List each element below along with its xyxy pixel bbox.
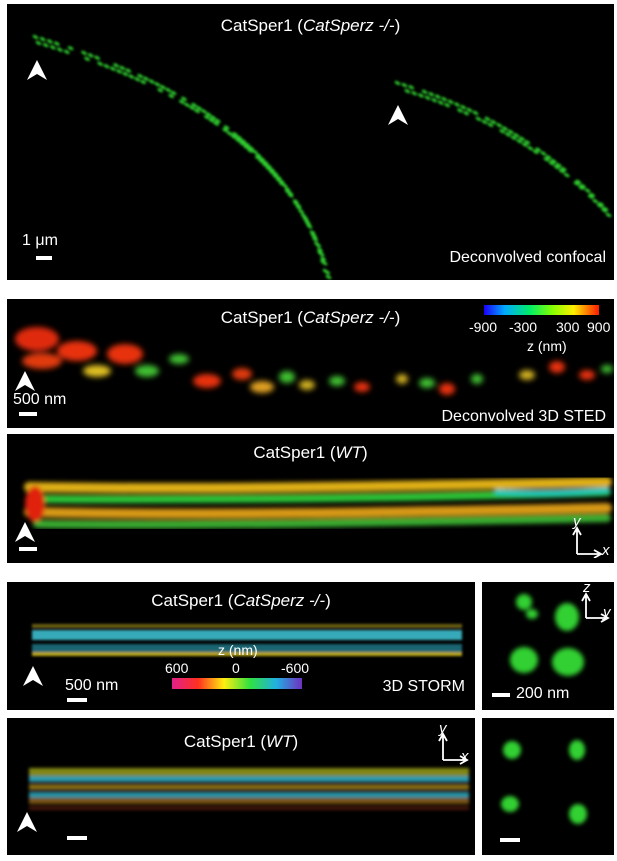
panel-b1-method: Deconvolved 3D STED	[441, 408, 606, 426]
filament-dot	[165, 87, 172, 93]
filament-dot	[434, 94, 441, 100]
colorbar-tick: 600	[165, 660, 188, 676]
arrowhead-icon	[17, 812, 37, 834]
filament-dot	[325, 274, 332, 280]
filament-dot	[46, 38, 53, 44]
panel-c1-image: CatSper1 (CatSperz -/-) z (nm) 600 0 -60…	[7, 582, 475, 710]
filament-dot	[148, 78, 155, 84]
arrowhead-icon	[15, 522, 35, 544]
panel-label-c: C	[13, 582, 32, 613]
panel-c1-scale-bar	[67, 698, 87, 702]
filament-dot	[56, 47, 63, 53]
panel-b1-scale-bar	[19, 412, 37, 416]
panel-a-scale-label: 1 μm	[22, 232, 58, 250]
panel-c1-side-image: z y 200 nm	[482, 582, 614, 710]
filament-dot	[527, 145, 534, 151]
panel-b2-image: CatSper1 (WT) y x	[7, 434, 614, 563]
filament-dot	[404, 88, 411, 94]
filament-dot	[437, 100, 444, 106]
arrowhead-icon	[388, 105, 408, 127]
filament-dot	[453, 101, 460, 107]
filament-dot	[97, 61, 104, 67]
filament-dot	[417, 93, 424, 99]
panel-c2-title: CatSper1 (WT)	[7, 732, 475, 752]
panel-label-a: A	[13, 4, 32, 35]
storm-wt-cross-section	[482, 718, 614, 855]
axis-y-label: y	[603, 604, 611, 621]
arrowhead-icon	[15, 371, 35, 393]
z-colorbar	[172, 678, 302, 689]
colorbar-tick: -600	[281, 660, 309, 676]
filament-dot	[421, 89, 428, 95]
colorbar-label: z (nm)	[218, 642, 258, 658]
filament-dot	[584, 188, 591, 194]
filament-dot	[63, 49, 70, 55]
filament-dot	[154, 81, 161, 87]
filament-dot	[428, 91, 435, 97]
filament-dot	[605, 212, 612, 218]
filament-dot	[49, 44, 56, 50]
panel-c1-title: CatSper1 (CatSperz -/-)	[7, 591, 475, 611]
colorbar-tick: -900	[469, 319, 497, 335]
panel-a-image: CatSper1 (CatSperz -/-) Deconvolved conf…	[7, 4, 614, 280]
filament-dot	[128, 74, 135, 80]
panel-b2-scale-bar	[19, 547, 37, 551]
filament-dot	[401, 82, 408, 88]
confocal-filaments	[7, 4, 614, 280]
filament-dot	[472, 110, 479, 116]
colorbar-label: z (nm)	[527, 338, 567, 354]
panel-c1-side-scale-label: 200 nm	[516, 685, 569, 703]
filament-dot	[39, 36, 46, 42]
panel-c2-side-scale-bar	[500, 838, 520, 842]
filament-dot	[424, 95, 431, 101]
panel-c2-scale-bar	[67, 836, 87, 840]
colorbar-tick: 0	[232, 660, 240, 676]
arrowhead-icon	[23, 666, 43, 688]
filament-dot	[83, 56, 90, 62]
filament-dot	[80, 50, 87, 56]
filament-dot	[42, 42, 49, 48]
panel-c1-scale-label: 500 nm	[65, 677, 118, 695]
filament-dot	[408, 84, 415, 90]
panel-a-method: Deconvolved confocal	[449, 249, 606, 267]
arrowhead-icon	[27, 60, 47, 82]
colorbar-tick: 900	[587, 319, 610, 335]
filament-dot	[103, 63, 110, 69]
panel-b2-title: CatSper1 (WT)	[7, 443, 614, 463]
filament-dot	[475, 116, 482, 122]
panel-c2-image: CatSper1 (WT) y x	[7, 718, 475, 855]
axis-z-label: z	[583, 582, 591, 596]
panel-c2-side-image	[482, 718, 614, 855]
filament-dot	[431, 97, 438, 103]
panel-a-scale-bar	[36, 256, 52, 260]
colorbar-tick: 300	[556, 319, 579, 335]
filament-dot	[411, 90, 418, 96]
filament-dot	[441, 96, 448, 102]
filament-dot	[35, 40, 42, 46]
filament-dot	[87, 52, 94, 58]
panel-a-title: CatSper1 (CatSperz -/-)	[7, 16, 614, 36]
panel-c1-method: 3D STORM	[383, 678, 465, 696]
axis-y-label: y	[439, 720, 447, 737]
colorbar-tick: -300	[509, 319, 537, 335]
axis-x-label: x	[602, 542, 610, 559]
axis-x-label: x	[461, 748, 469, 765]
axis-y-label: y	[573, 513, 581, 530]
panel-b1-scale-label: 500 nm	[13, 391, 66, 409]
filament-dot	[563, 172, 570, 178]
filament-dot	[53, 41, 60, 47]
filament-dot	[496, 122, 503, 128]
filament-dot	[394, 80, 401, 86]
filament-dot	[67, 45, 74, 51]
panel-c1-side-scale-bar	[492, 693, 510, 697]
filament-dot	[298, 209, 305, 215]
filament-dot	[94, 55, 101, 61]
filament-dot	[540, 150, 547, 156]
filament-dot	[592, 198, 599, 204]
panel-b1-image: CatSper1 (CatSperz -/-) -900 -300 300 90…	[7, 299, 614, 428]
panel-label-b: B	[13, 299, 32, 330]
